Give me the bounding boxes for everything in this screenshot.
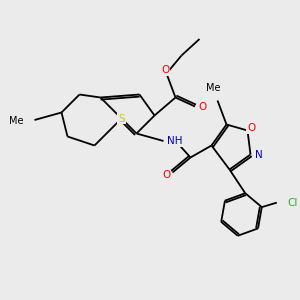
Text: O: O [161, 65, 169, 75]
Text: NH: NH [167, 136, 182, 146]
Text: N: N [255, 149, 263, 160]
Text: O: O [162, 170, 171, 181]
Text: Me: Me [10, 116, 24, 127]
Text: Me: Me [206, 83, 220, 93]
Text: O: O [247, 123, 255, 133]
Text: O: O [198, 101, 207, 112]
Text: S: S [118, 113, 125, 124]
Text: Cl: Cl [287, 198, 298, 208]
